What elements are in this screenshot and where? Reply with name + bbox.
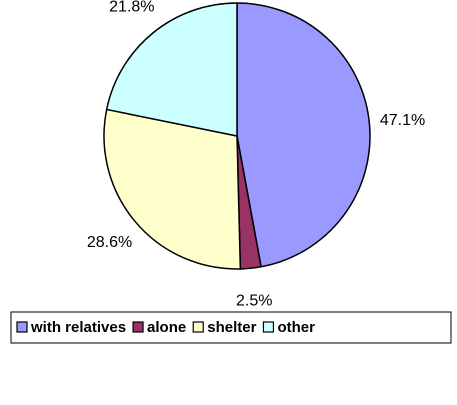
legend-label: other [277,319,315,336]
data-label: 21.8% [109,0,154,15]
legend-box [10,311,452,344]
pie-slice [236,2,371,268]
pie-slice [105,2,238,137]
legend-swatch [16,321,28,333]
legend-label: with relatives [30,319,126,336]
data-label: 28.6% [87,234,132,251]
pie-slice [103,108,242,270]
legend-label: shelter [207,319,256,336]
legend-swatch [132,321,144,333]
legend-label: alone [147,319,186,336]
data-label: 2.5% [236,293,272,310]
data-label: 47.1% [380,112,425,129]
legend-swatch [262,321,275,333]
legend-swatch [192,321,204,333]
